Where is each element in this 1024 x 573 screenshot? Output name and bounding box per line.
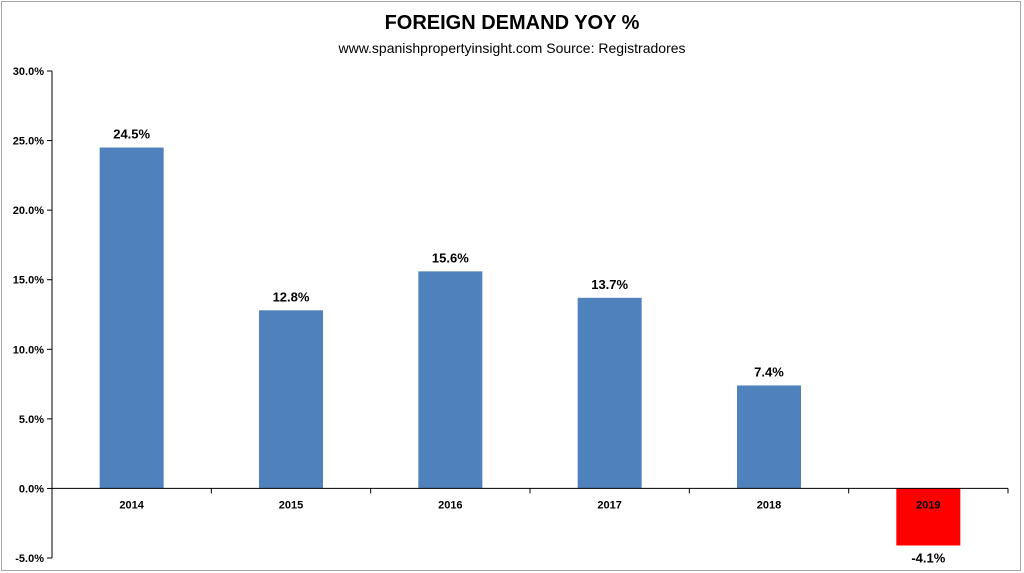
- x-tick-label: 2014: [119, 499, 144, 511]
- data-label: 12.8%: [273, 289, 310, 304]
- x-tick-label: 2018: [757, 499, 781, 511]
- y-tick-label: 20.0%: [13, 205, 44, 217]
- x-tick-label: 2015: [279, 499, 303, 511]
- chart-subtitle: www.spanishpropertyinsight.com Source: R…: [338, 40, 686, 56]
- y-tick-label: 15.0%: [13, 275, 44, 287]
- data-label: -4.1%: [911, 550, 945, 565]
- y-tick-label: 25.0%: [13, 136, 44, 148]
- bar: [577, 297, 642, 489]
- data-label: 15.6%: [432, 250, 469, 265]
- bar: [737, 385, 801, 489]
- x-tick-label: 2017: [597, 499, 621, 511]
- y-tick-label: 5.0%: [19, 414, 44, 426]
- bar: [99, 147, 164, 489]
- bar: [259, 310, 323, 489]
- x-tick-label: 2016: [438, 499, 462, 511]
- bar: [896, 488, 961, 546]
- data-label: 24.5%: [113, 127, 150, 142]
- x-tick-label: 2019: [916, 499, 940, 511]
- y-tick-label: -5.0%: [15, 553, 44, 565]
- y-tick-label: 0.0%: [19, 483, 44, 495]
- chart-title: FOREIGN DEMAND YOY %: [384, 12, 640, 34]
- bar: [418, 271, 483, 489]
- y-tick-label: 30.0%: [13, 66, 44, 78]
- data-label: 7.4%: [754, 364, 784, 379]
- y-tick-label: 10.0%: [13, 344, 44, 356]
- data-label: 13.7%: [591, 277, 628, 292]
